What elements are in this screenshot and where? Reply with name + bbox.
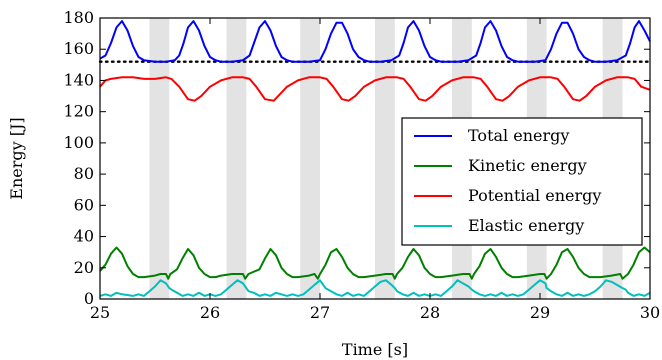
- y-tick-label-4: 80: [74, 164, 94, 183]
- shaded-interval-3: [375, 18, 395, 299]
- legend: Total energy Kinetic energy Potential ener…: [401, 117, 643, 246]
- shaded-interval-2: [300, 18, 320, 299]
- y-tick-label-9: 180: [63, 8, 94, 27]
- legend-label-1: Kinetic energy: [468, 156, 587, 175]
- y-tick-label-5: 100: [63, 133, 94, 152]
- y-tick-label-3: 60: [74, 195, 94, 214]
- x-tick-label-2: 27: [310, 303, 330, 322]
- x-tick-label-4: 29: [530, 303, 550, 322]
- series-line-2: [99, 76, 651, 102]
- series-lines: [99, 20, 651, 297]
- x-tick-label-0: 25: [90, 303, 110, 322]
- legend-label-2: Potential energy: [468, 186, 601, 205]
- y-tick-label-8: 160: [63, 39, 94, 58]
- legend-label-0: Total energy: [468, 126, 569, 145]
- y-tick-label-1: 20: [74, 258, 94, 277]
- y-axis-label: Energy [J]: [7, 117, 26, 199]
- x-tick-label-3: 28: [420, 303, 440, 322]
- shaded-interval-1: [226, 18, 247, 299]
- y-tick-label-0: 0: [84, 289, 94, 308]
- axis-ticks: 25 26 27 28 29 30 0 20 40 60 80 100 120 140 160 180: [63, 8, 660, 322]
- legend-label-3: Elastic energy: [468, 216, 584, 235]
- x-tick-label-5: 30: [640, 303, 660, 322]
- y-tick-label-2: 40: [74, 227, 94, 246]
- legend-box: [401, 117, 643, 246]
- y-tick-label-6: 120: [63, 102, 94, 121]
- plot-frame: [99, 17, 651, 300]
- shaded-interval-0: [149, 18, 170, 299]
- series-line-0: [99, 20, 651, 63]
- series-line-1: [99, 246, 651, 280]
- y-tick-label-7: 140: [63, 70, 94, 89]
- series-line-3: [99, 279, 651, 297]
- x-axis-label: Time [s]: [342, 340, 408, 359]
- x-tick-label-1: 26: [200, 303, 220, 322]
